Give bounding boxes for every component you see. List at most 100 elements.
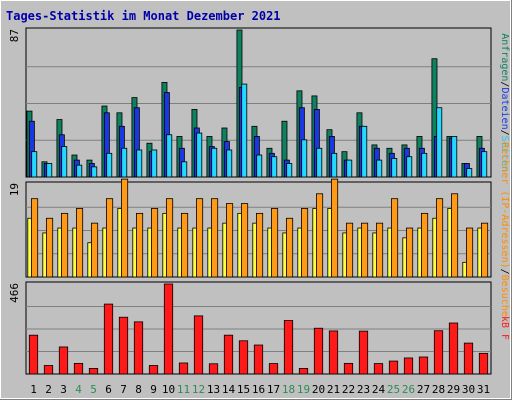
bar-kb-f-day-29 (448, 322, 459, 375)
x-tick-label-day-15: 15 (237, 383, 250, 396)
bar-kb-f-day-15 (238, 340, 249, 375)
bar-rechner-day-12 (195, 198, 204, 278)
bar-seiten-day-9 (151, 149, 158, 178)
x-axis-labels: 1 2 3 4 5 6 7 8 9 10 11 12 13 14 15 16 17 18 19 20 21 22 23 24 2… (30, 383, 490, 396)
x-tick-label-day-29: 29 (447, 383, 460, 396)
bar-rechner-day-24 (375, 222, 384, 278)
panel-visits: 19 Rechner (IP-Adressen)/Besuche (8, 142, 510, 317)
bar-kb-f-day-6 (103, 303, 114, 375)
series-label-part: kB F (499, 316, 510, 340)
bar-seiten-day-1 (31, 151, 38, 178)
x-tick-label-day-3: 3 (60, 383, 67, 396)
bar-kb-f-day-18 (283, 320, 294, 375)
bar-rechner-day-20 (315, 193, 324, 278)
bar-seiten-day-28 (436, 107, 443, 178)
bar-seiten-day-25 (391, 158, 398, 178)
bar-kb-f-day-9 (148, 365, 159, 375)
x-tick-label-day-13: 13 (207, 383, 220, 396)
bar-seiten-day-20 (316, 147, 323, 178)
bar-seiten-day-17 (271, 156, 278, 178)
bar-seiten-day-18 (286, 163, 293, 178)
bar-kb-f-day-19 (298, 367, 309, 375)
bar-rechner-day-19 (300, 208, 309, 278)
bar-seiten-day-23 (361, 125, 368, 178)
bar-kb-f-day-22 (343, 362, 354, 375)
series-label-part: Anfragen (499, 33, 510, 81)
bar-kb-f-day-27 (418, 356, 429, 375)
bar-kb-f-day-30 (463, 342, 474, 375)
bar-rechner-day-18 (285, 217, 294, 278)
panel-traffic-series-0 (28, 283, 489, 375)
bar-kb-f-day-1 (28, 334, 39, 375)
panel-traffic-ymax-label: 466 (8, 283, 21, 303)
bar-rechner-day-13 (210, 198, 219, 278)
bar-seiten-day-4 (76, 164, 83, 178)
panel-visits-ymax-label: 19 (8, 183, 21, 196)
x-tick-label-day-28: 28 (432, 383, 445, 396)
bar-kb-f-day-17 (268, 363, 279, 375)
bar-seiten-day-29 (451, 136, 458, 178)
x-tick-label-day-7: 7 (120, 383, 127, 396)
bar-kb-f-day-16 (253, 344, 264, 375)
bar-kb-f-day-26 (403, 357, 414, 375)
bar-rechner-day-10 (165, 198, 174, 278)
bar-rechner-day-11 (180, 212, 189, 278)
bar-rechner-day-4 (76, 208, 84, 278)
series-label-part: / (499, 269, 510, 275)
x-tick-label-day-5: 5 (90, 383, 97, 396)
bar-seiten-day-10 (166, 134, 173, 178)
bar-rechner-day-3 (61, 212, 69, 278)
bar-rechner-day-21 (330, 178, 339, 278)
bar-kb-f-day-28 (433, 330, 444, 375)
x-tick-label-day-19: 19 (297, 383, 310, 396)
bar-kb-f-day-8 (133, 321, 144, 375)
bar-rechner-day-28 (435, 198, 444, 278)
panel-visits-series-1 (30, 178, 489, 278)
bar-kb-f-day-31 (478, 352, 489, 375)
x-tick-label-day-9: 9 (150, 383, 157, 396)
series-label-part: Dateien (499, 87, 510, 129)
bar-kb-f-day-14 (223, 334, 234, 375)
bar-seiten-day-12 (196, 132, 203, 178)
bar-kb-f-day-10 (163, 283, 174, 375)
bar-rechner-day-9 (150, 208, 159, 278)
bar-rechner-day-5 (91, 222, 99, 278)
bar-rechner-day-6 (106, 198, 114, 278)
bar-kb-f-day-12 (193, 315, 204, 375)
x-tick-label-day-27: 27 (417, 383, 430, 396)
bar-seiten-day-11 (181, 161, 188, 178)
x-tick-label-day-24: 24 (372, 383, 386, 396)
bar-rechner-day-26 (405, 227, 414, 278)
panel-hits-series-2 (31, 83, 488, 178)
bar-rechner-day-23 (360, 222, 369, 278)
bar-rechner-day-27 (420, 212, 429, 278)
x-tick-label-day-10: 10 (162, 383, 175, 396)
bar-seiten-day-8 (136, 149, 143, 178)
bar-seiten-day-22 (346, 159, 353, 178)
bar-rechner-day-25 (390, 198, 399, 278)
bar-seiten-day-21 (331, 152, 338, 178)
bar-rechner-day-1 (30, 198, 39, 278)
x-tick-label-day-26: 26 (402, 383, 415, 396)
bar-seiten-day-30 (466, 168, 473, 178)
x-tick-label-day-20: 20 (312, 383, 325, 396)
panel-hits-ymax-label: 87 (8, 29, 21, 42)
panel-visits-series-0 (27, 208, 485, 278)
series-label-part: Seiten (499, 136, 510, 172)
panel-hits: 87 Anfragen/Dateien/Seiten (8, 27, 510, 178)
x-tick-label-day-2: 2 (45, 383, 52, 396)
bar-seiten-day-24 (376, 159, 383, 178)
x-tick-label-day-30: 30 (462, 383, 475, 396)
bar-kb-f-day-11 (178, 362, 189, 375)
bar-seiten-day-5 (91, 166, 98, 178)
series-label-part: Besuche (499, 275, 510, 317)
bar-rechner-day-15 (240, 203, 249, 278)
bar-rechner-day-2 (46, 217, 54, 278)
bar-kb-f-day-23 (358, 330, 369, 375)
bar-kb-f-day-2 (43, 365, 54, 375)
bar-kb-f-day-25 (388, 360, 399, 375)
